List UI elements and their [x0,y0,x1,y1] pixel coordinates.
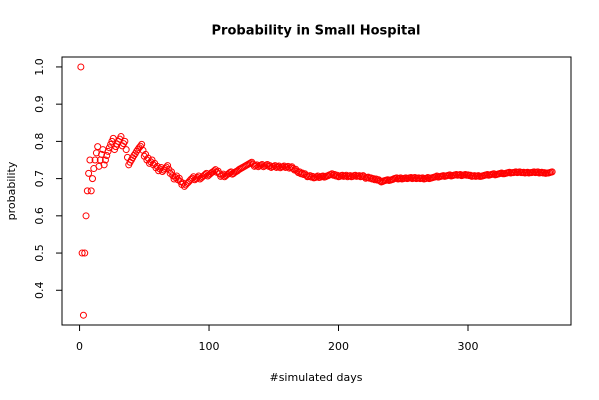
point [77,63,85,71]
point [83,187,91,195]
x-tick-label: 0 [76,340,83,353]
x-tick-label: 200 [328,340,349,353]
point [538,168,546,176]
point [117,133,125,141]
point [548,168,556,176]
point [82,212,90,220]
x-axis-label: #simulated days [269,371,362,384]
point [87,187,95,195]
point [167,168,175,176]
point [358,172,366,180]
y-tick-label: 1.0 [33,58,46,76]
point [81,249,89,257]
x-tick-label: 300 [457,340,478,353]
point [415,174,423,182]
point [104,147,112,155]
y-axis-label: probability [5,161,18,220]
point [121,137,129,145]
y-tick-label: 0.8 [33,133,46,151]
point [395,175,403,183]
point [122,146,130,154]
point [530,168,538,176]
point [470,172,478,180]
point [98,150,106,158]
y-tick-label: 0.5 [33,244,46,262]
point [79,311,87,319]
point [512,168,520,176]
point [94,143,102,151]
y-tick-label: 0.6 [33,207,46,225]
point [100,161,108,169]
point [369,175,377,183]
y-tick-label: 0.9 [33,95,46,113]
point [371,176,379,184]
point [452,171,460,179]
y-tick-label: 0.4 [33,282,46,300]
point [89,175,97,183]
point [175,174,183,182]
point [109,134,117,142]
point [164,162,172,170]
point [483,171,491,179]
chart-title: Probability in Small Hospital [212,24,421,39]
point [439,172,447,180]
point [91,156,99,164]
point [402,174,410,182]
point [384,176,392,184]
point [103,152,111,160]
point [407,173,415,181]
point [78,249,86,257]
x-tick-label: 100 [199,340,220,353]
point [423,174,431,182]
point [461,171,469,179]
point [101,156,109,164]
point [432,173,440,181]
y-tick-label: 0.7 [33,170,46,188]
point [85,169,93,177]
point [464,171,472,179]
point [86,156,94,164]
